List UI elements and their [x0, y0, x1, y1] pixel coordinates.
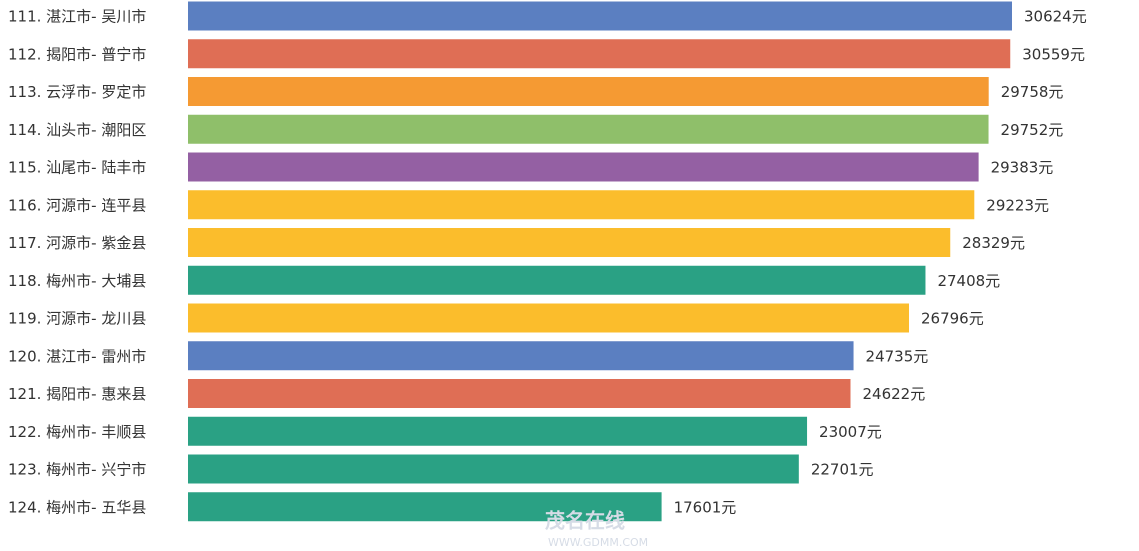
value-label: 24622元 — [863, 385, 926, 403]
category-label: 117. 河源市- 紫金县 — [8, 234, 146, 252]
category-label: 116. 河源市- 连平县 — [8, 196, 146, 214]
value-label: 30624元 — [1024, 8, 1087, 26]
category-label: 124. 梅州市- 五华县 — [8, 498, 146, 516]
category-label: 123. 梅州市- 兴宁市 — [8, 461, 146, 479]
value-label: 22701元 — [811, 461, 874, 479]
category-label: 121. 揭阳市- 惠来县 — [8, 385, 146, 403]
bar — [188, 228, 951, 257]
category-label: 118. 梅州市- 大埔县 — [8, 272, 146, 290]
category-label: 113. 云浮市- 罗定市 — [8, 83, 146, 101]
value-label: 29758元 — [1001, 83, 1064, 101]
category-label: 115. 汕尾市- 陆丰市 — [8, 159, 146, 177]
bar — [188, 114, 989, 144]
category-label: 119. 河源市- 龙川县 — [8, 310, 146, 328]
category-label: 111. 湛江市- 吴川市 — [8, 8, 146, 26]
bar — [188, 416, 808, 446]
bar — [188, 265, 926, 295]
value-label: 29223元 — [986, 196, 1049, 214]
category-label: 112. 揭阳市- 普宁市 — [8, 45, 146, 63]
category-label: 122. 梅州市- 丰顺县 — [8, 423, 146, 441]
value-label: 24735元 — [866, 347, 929, 365]
watermark-url: WWW.GDMM.COM — [548, 536, 648, 549]
value-label: 23007元 — [819, 423, 882, 441]
bar — [188, 492, 662, 522]
bar — [188, 39, 1011, 69]
value-label: 27408元 — [937, 272, 1000, 290]
value-label: 17601元 — [674, 498, 737, 516]
value-label: 30559元 — [1022, 45, 1085, 63]
value-label: 29383元 — [991, 159, 1054, 177]
bar — [188, 379, 851, 408]
bar — [188, 303, 909, 333]
category-label: 114. 汕头市- 潮阳区 — [8, 121, 146, 139]
bar — [188, 77, 989, 106]
bar — [188, 454, 799, 484]
watermark-name: 茂名在线 — [545, 509, 625, 533]
bar — [188, 1, 1012, 31]
bar — [188, 152, 979, 182]
bar — [188, 190, 975, 220]
value-label: 26796元 — [921, 310, 984, 328]
category-label: 120. 湛江市- 雷州市 — [8, 347, 146, 365]
bar — [188, 341, 854, 371]
value-label: 29752元 — [1001, 121, 1064, 139]
value-label: 28329元 — [962, 234, 1025, 252]
